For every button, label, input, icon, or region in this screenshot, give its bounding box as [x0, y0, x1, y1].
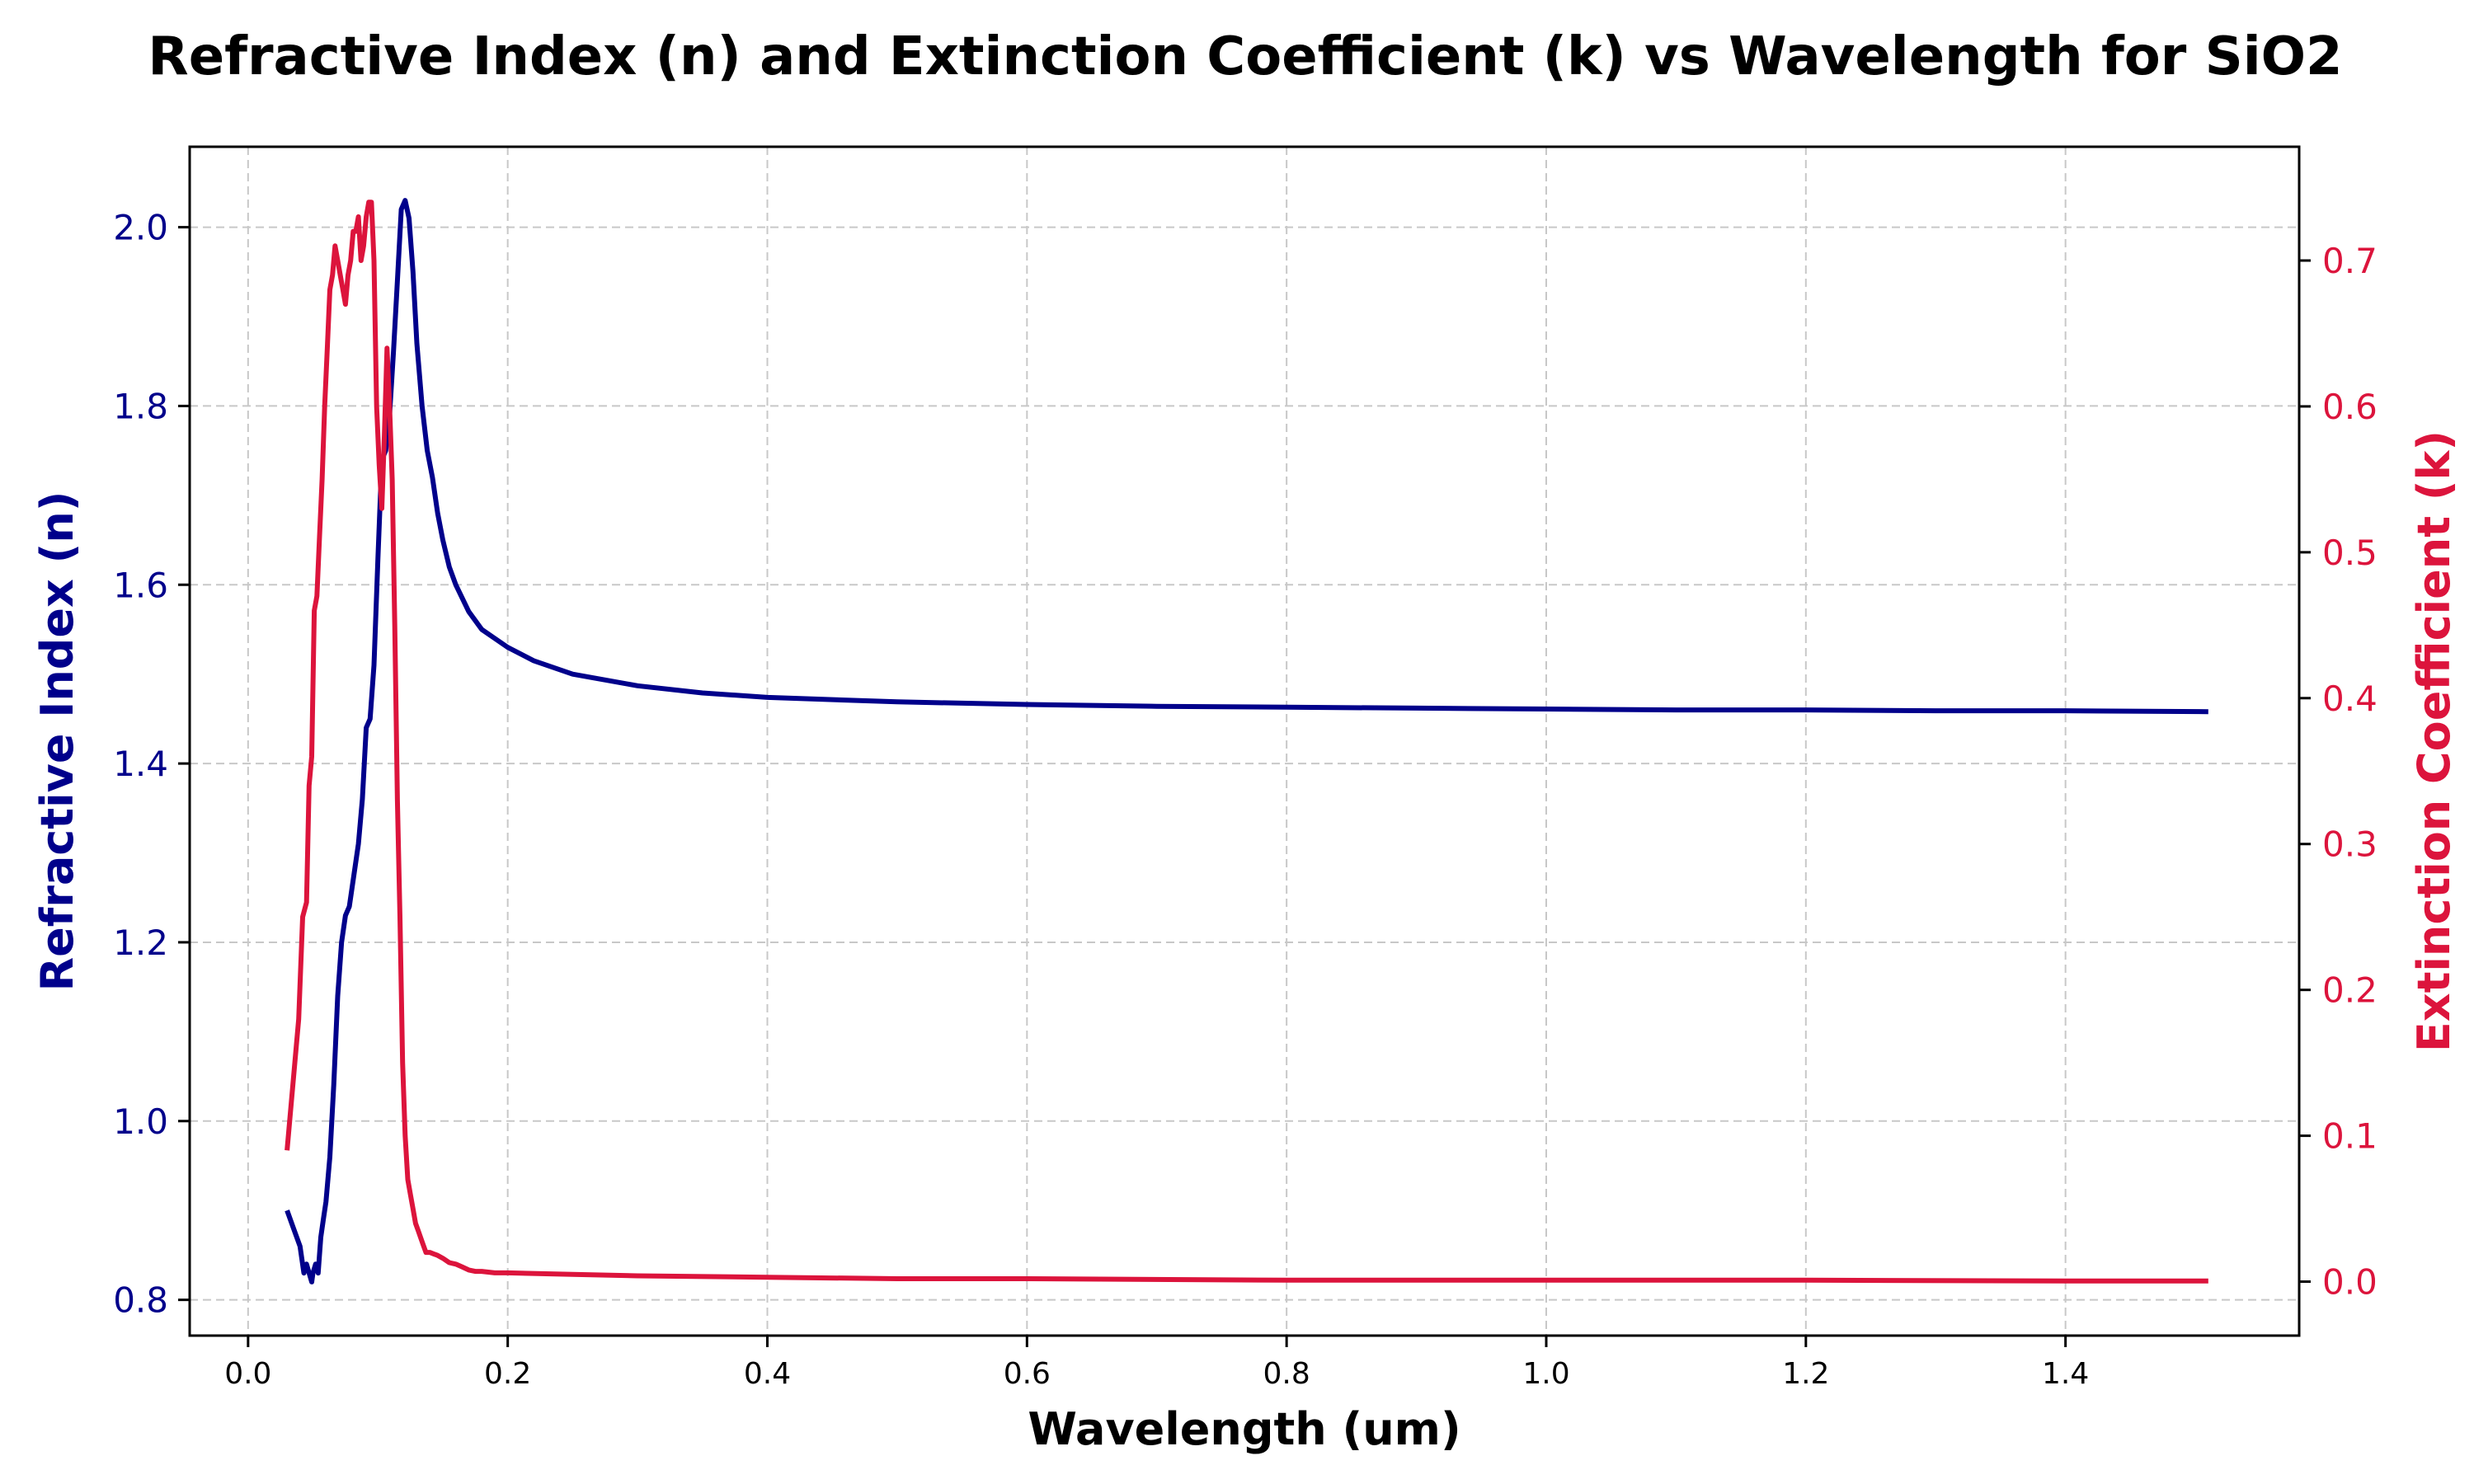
- y-left-tick-label: 1.6: [113, 565, 168, 605]
- y-left-axis-label: Refractive Index (n): [31, 491, 83, 992]
- y-right-tick-label: 0.1: [2322, 1116, 2378, 1157]
- y-left-axis-ticks: 0.8 1.0 1.2 1.4 1.6 1.8 2.0: [113, 208, 190, 1321]
- y-left-tick-label: 2.0: [113, 208, 168, 248]
- x-tick-label: 0.2: [484, 1357, 531, 1391]
- plot-frame: [188, 145, 2301, 1337]
- y-right-axis-ticks: 0.0 0.1 0.2 0.3 0.4 0.5 0.6 0.7: [2299, 241, 2378, 1303]
- y-left-tick-label: 1.2: [113, 923, 168, 963]
- series-line-k: [285, 200, 2208, 1284]
- y-left-tick-label: 1.4: [113, 744, 168, 784]
- series-line-n: [285, 198, 2208, 1284]
- y-left-tick-label: 1.0: [113, 1101, 168, 1142]
- grid-layer: [190, 147, 2299, 1336]
- y-right-tick-label: 0.0: [2322, 1262, 2378, 1303]
- chart-title: Refractive Index (n) and Extinction Coef…: [148, 26, 2342, 87]
- x-tick-label: 1.4: [2042, 1357, 2089, 1391]
- x-tick-label: 1.2: [1782, 1357, 1829, 1391]
- series-layer: [285, 198, 2208, 1284]
- y-left-tick-label: 0.8: [113, 1280, 168, 1321]
- y-right-tick-label: 0.6: [2322, 387, 2378, 427]
- x-tick-label: 0.6: [1004, 1357, 1051, 1391]
- x-axis-ticks: 0.0 0.2 0.4 0.6 0.8 1.0 1.2 1.4: [224, 1336, 2089, 1391]
- y-right-tick-label: 0.4: [2322, 679, 2378, 719]
- y-right-tick-label: 0.5: [2322, 533, 2378, 573]
- x-tick-label: 0.4: [744, 1357, 791, 1391]
- y-left-tick-label: 1.8: [113, 386, 168, 426]
- x-tick-label: 1.0: [1522, 1357, 1569, 1391]
- x-axis-label: Wavelength (um): [1028, 1403, 1460, 1455]
- y-right-tick-label: 0.3: [2322, 824, 2378, 865]
- x-tick-label: 0.0: [224, 1357, 271, 1391]
- y-right-tick-label: 0.7: [2322, 241, 2378, 281]
- x-tick-label: 0.8: [1263, 1357, 1310, 1391]
- y-right-axis-label: Extinction Coefficient (k): [2408, 430, 2460, 1052]
- y-right-tick-label: 0.2: [2322, 970, 2378, 1011]
